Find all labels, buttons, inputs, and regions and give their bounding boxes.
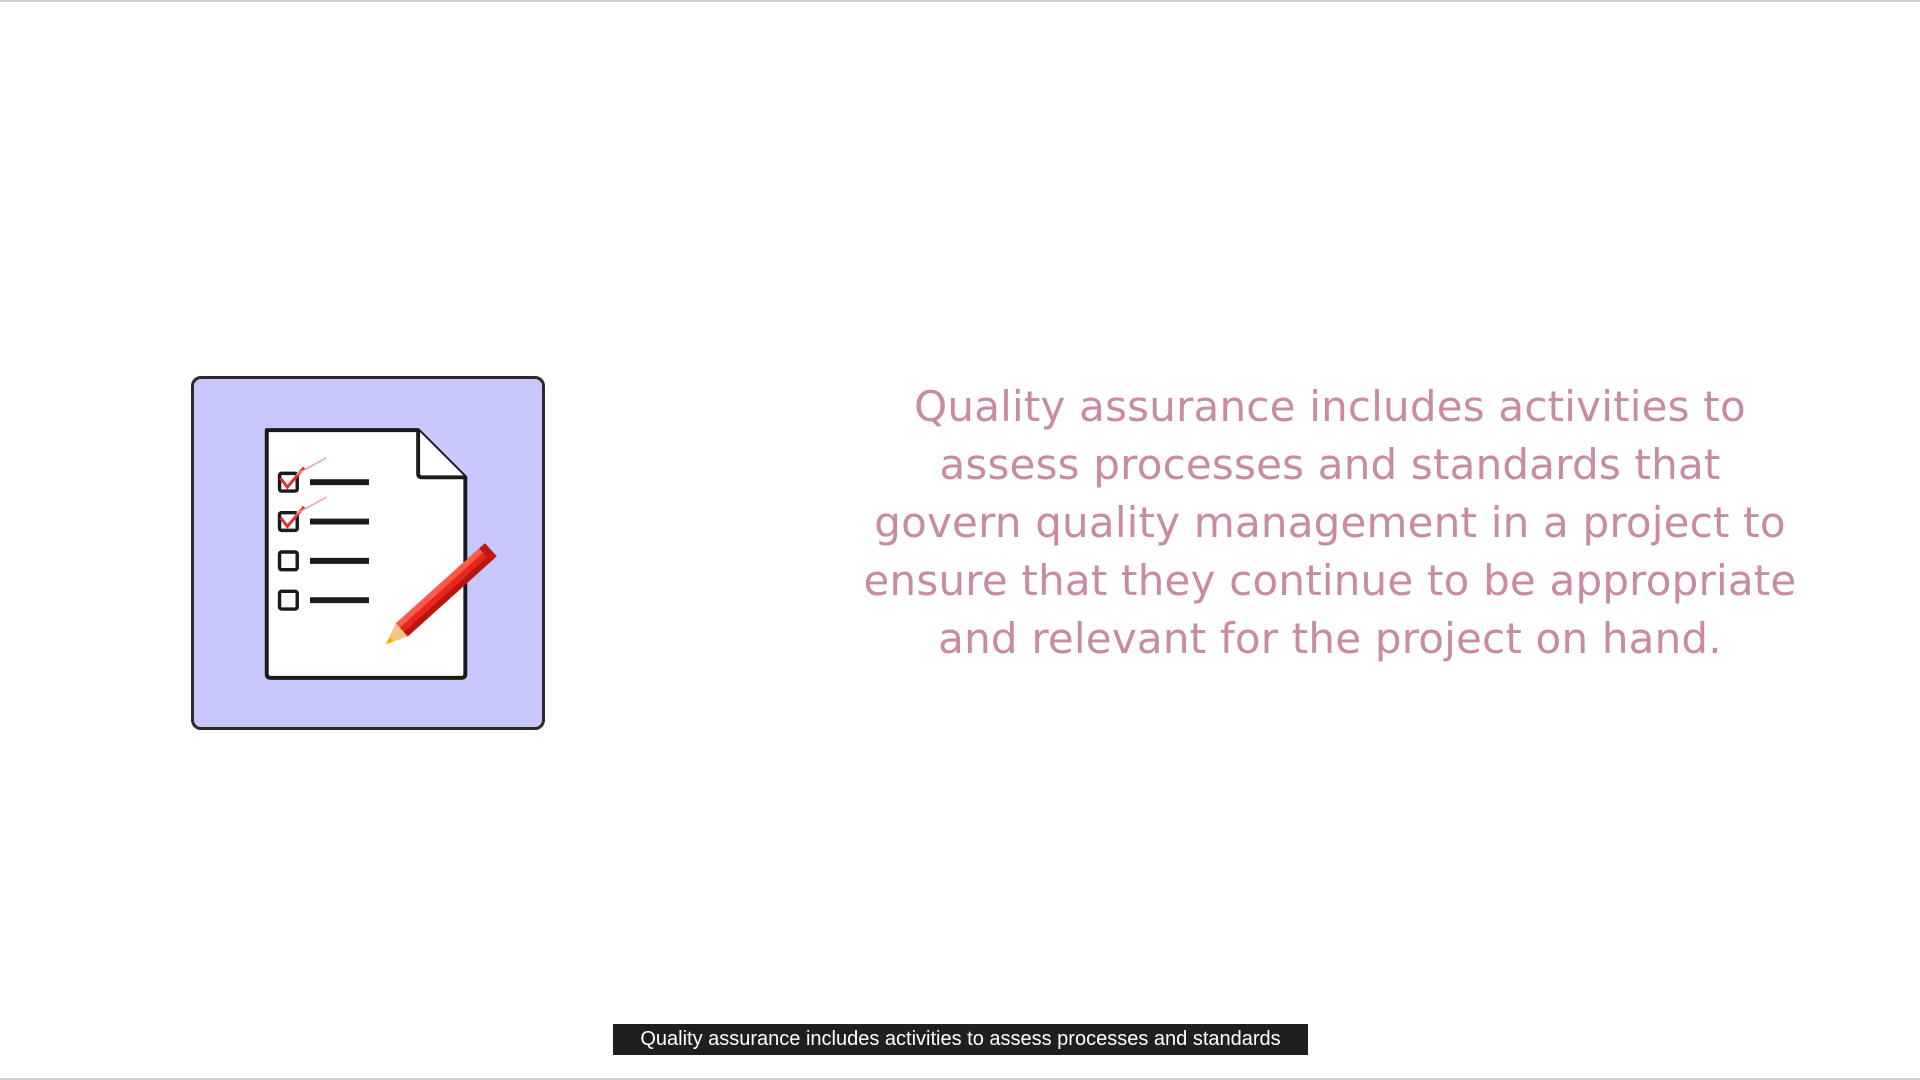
bottom-divider (0, 1078, 1920, 1080)
slide-body-text: Quality assurance includes activities to… (863, 382, 1797, 663)
subtitle-caption: Quality assurance includes activities to… (613, 1024, 1308, 1055)
checklist-icon-tile (191, 376, 545, 730)
top-divider (0, 0, 1920, 2)
checklist-with-pencil-icon (264, 428, 497, 680)
